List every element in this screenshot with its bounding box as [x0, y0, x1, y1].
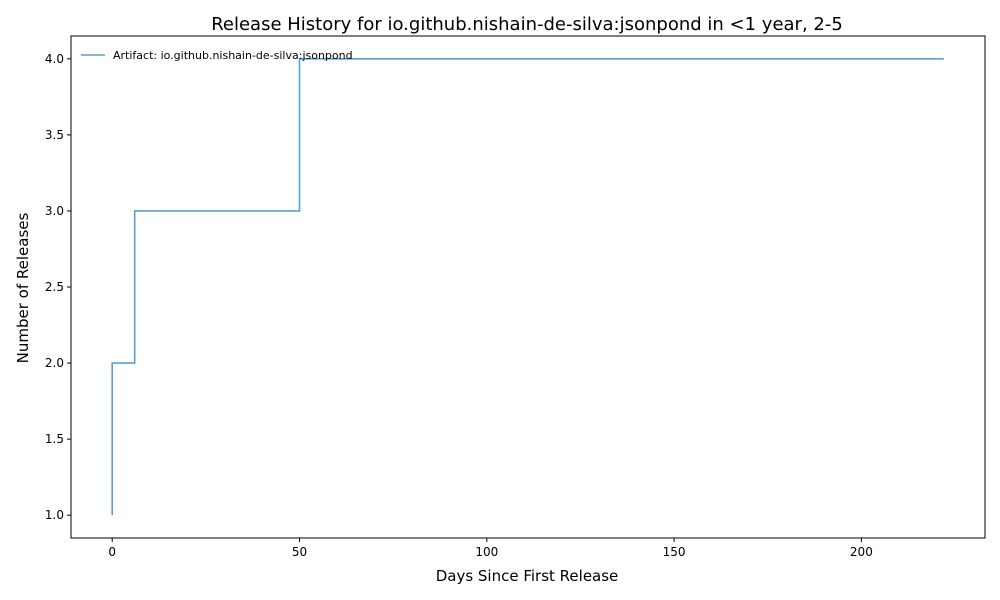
series-line — [111, 58, 944, 516]
x-tick-label: 100 — [475, 545, 498, 559]
y-axis-ticks: 1.0 1.5 2.0 2.5 3.0 3.5 4.0 — [45, 52, 71, 522]
x-tick-label: 150 — [663, 545, 686, 559]
chart-title: Release History for io.github.nishain-de… — [211, 14, 843, 35]
y-tick-label: 4.0 — [45, 52, 64, 66]
x-tick-label: 0 — [108, 545, 116, 559]
y-tick-label: 1.5 — [45, 432, 64, 446]
x-tick-label: 200 — [850, 545, 873, 559]
legend-label: Artifact: io.github.nishain-de-silva:jso… — [113, 49, 353, 62]
x-axis-label: Days Since First Release — [436, 567, 619, 585]
y-tick-label: 3.0 — [45, 204, 64, 218]
y-tick-label: 3.5 — [45, 128, 64, 142]
x-tick-label: 50 — [292, 545, 307, 559]
series-layer — [111, 58, 944, 516]
y-tick-label: 2.5 — [45, 280, 64, 294]
y-tick-label: 1.0 — [45, 508, 64, 522]
x-axis-ticks: 0 50 100 150 200 — [108, 538, 873, 559]
legend: Artifact: io.github.nishain-de-silva:jso… — [81, 49, 353, 62]
y-tick-label: 2.0 — [45, 356, 64, 370]
y-axis-label: Number of Releases — [14, 212, 32, 363]
